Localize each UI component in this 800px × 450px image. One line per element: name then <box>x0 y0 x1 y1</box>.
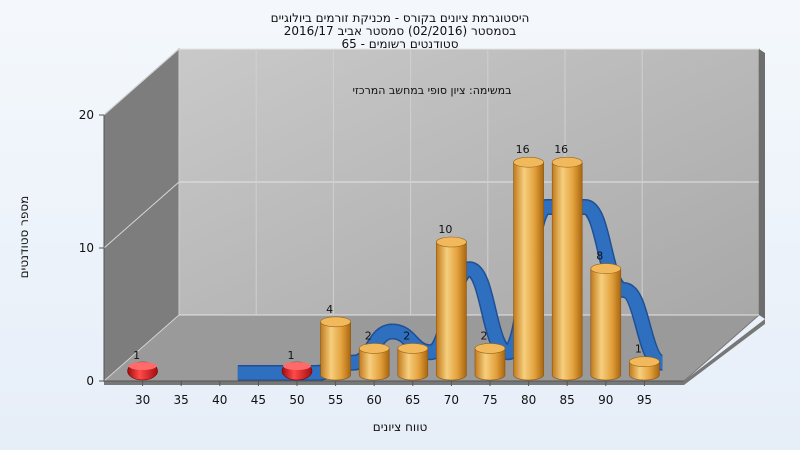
bar-cylinder-50: 1 <box>281 349 313 381</box>
bar-value-label: 2 <box>403 329 410 342</box>
x-tick-label: 65 <box>405 393 420 407</box>
x-tick-label: 30 <box>135 393 150 407</box>
bar-top <box>474 343 506 354</box>
bar-top <box>128 362 157 370</box>
x-tick-label: 85 <box>560 393 575 407</box>
bar-value-label: 10 <box>438 223 452 236</box>
bar-value-label: 8 <box>596 250 603 263</box>
bar-value-label: 4 <box>326 303 333 316</box>
bar-top <box>320 316 351 328</box>
x-tick-label: 70 <box>444 393 459 407</box>
y-tick-label: 20 <box>79 108 94 122</box>
bar-body <box>474 348 506 381</box>
axes-group: 0 10 20 30 35 40 45 50 55 60 65 70 75 80 85 90 95 <box>79 108 684 407</box>
chart-3d-walls <box>102 47 765 385</box>
x-tick-label: 55 <box>328 393 343 407</box>
bar-value-label: 1 <box>133 349 140 362</box>
bar-top <box>283 362 311 370</box>
x-tick-label: 50 <box>289 393 304 407</box>
bar-cylinder-95: 1 <box>629 343 660 381</box>
x-axis-label: טווח ציונים <box>372 420 428 434</box>
bar-top <box>513 156 544 168</box>
x-tick-label: 40 <box>212 393 227 407</box>
bar-body <box>590 268 622 381</box>
bar-body <box>513 161 544 381</box>
title-line-1: היסטוגרמת ציונים בקורס - מכניקת זורמים ב… <box>270 11 530 25</box>
y-tick-label: 0 <box>86 374 94 388</box>
bar-top <box>358 343 390 354</box>
bar-top <box>397 343 429 354</box>
y-tick-label: 10 <box>79 241 94 255</box>
bar-cylinder-55: 4 <box>320 303 351 381</box>
bar-top <box>551 156 583 168</box>
bar-cylinder-65: 2 <box>397 329 429 381</box>
y-axis-label: מספר סטודנטים <box>17 195 31 279</box>
bar-body <box>397 348 429 381</box>
bar-value-label: 1 <box>288 349 295 362</box>
side-gridline <box>103 314 180 382</box>
bar-cylinder-60: 2 <box>358 329 390 381</box>
bar-top <box>629 356 660 368</box>
bar-body <box>551 161 583 381</box>
side-gridline <box>103 48 180 116</box>
bar-cylinder-30: 1 <box>127 349 158 381</box>
bar-cylinder-85: 16 <box>551 143 583 381</box>
bar-body <box>358 348 390 381</box>
x-tick-label: 95 <box>637 393 652 407</box>
bar-value-label: 1 <box>635 343 642 356</box>
bar-cylinder-75: 2 <box>474 329 506 381</box>
bar-body <box>436 241 467 381</box>
bar-value-label: 2 <box>365 329 372 342</box>
x-tick-label: 80 <box>521 393 536 407</box>
bar-cylinder-70: 10 <box>436 223 467 381</box>
side-gridline <box>103 181 180 249</box>
title-line-2: בסמסטר (02/2016) סמסטר אביב 2016/17 <box>283 24 517 38</box>
chart-annotation: במשימה: ציון סופי במחשב המרכזי <box>352 84 511 97</box>
x-tick-label: 60 <box>367 393 382 407</box>
x-tick-label: 90 <box>598 393 613 407</box>
bar-top <box>590 263 622 274</box>
bar-body <box>320 321 351 381</box>
bar-top <box>436 236 467 248</box>
x-tick-label: 75 <box>482 393 497 407</box>
bar-value-label: 16 <box>516 143 530 156</box>
bar-cylinder-90: 8 <box>590 250 622 381</box>
wall-edge <box>759 49 765 319</box>
title-line-3: סטודנטים רשומים - 65 <box>341 37 459 51</box>
x-tick-label: 45 <box>251 393 266 407</box>
bar-cylinder-80: 16 <box>513 143 544 381</box>
gridlines <box>103 48 759 382</box>
bar-value-label: 2 <box>481 329 488 342</box>
bar-value-label: 16 <box>554 143 568 156</box>
bars-group: 1 1 4 2 2 10 2 16 16 8 1 <box>127 143 660 381</box>
x-tick-label: 35 <box>174 393 189 407</box>
